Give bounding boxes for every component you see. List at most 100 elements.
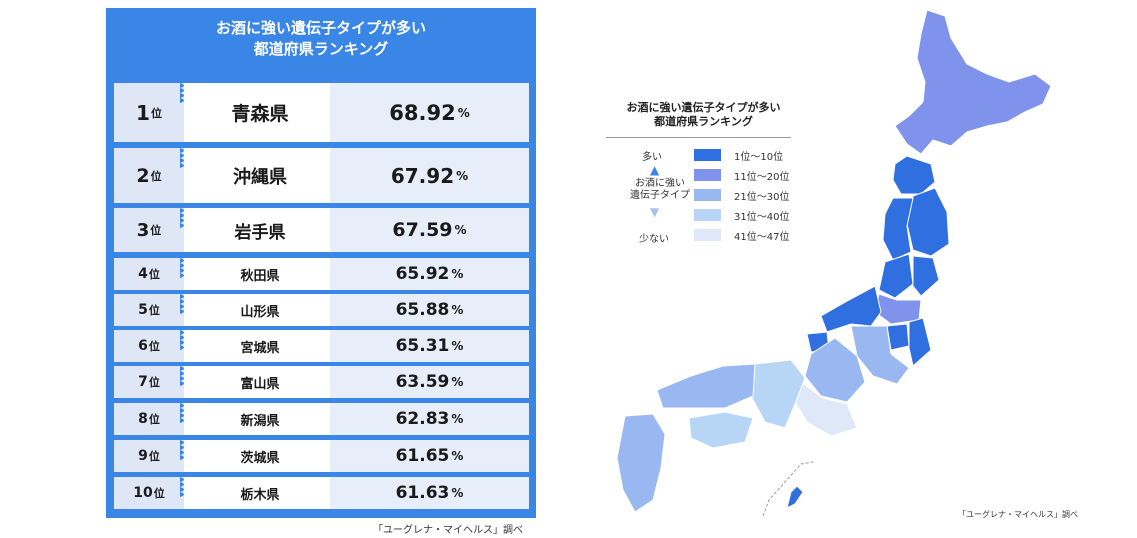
table-row: 7 位 富山県 63.59% <box>114 366 529 398</box>
prefecture-name: 栃木県 <box>240 487 280 503</box>
prefecture-name: 新潟県 <box>240 413 280 429</box>
value-cell: 63.59% <box>330 366 529 398</box>
map-region-kansai <box>750 359 806 429</box>
table-title: お酒に強い遺伝子タイプが多い 都道府県ランキング <box>106 18 536 60</box>
map-region-kanto <box>850 325 910 385</box>
table-source-note: 「ユーグレナ・マイヘルス」調べ <box>373 525 523 536</box>
table-row: 4 位 秋田県 65.92% <box>114 258 529 290</box>
table-row: 5 位 山形県 65.88% <box>114 294 529 326</box>
map-region-shikoku <box>688 411 754 449</box>
percentage-value: 61.65 <box>395 446 450 466</box>
table-row: 2 位 沖縄県 67.92% <box>114 148 529 203</box>
legend-title-line2: 都道府県ランキング <box>654 115 753 128</box>
wave-divider <box>180 83 184 103</box>
map-region-kyushu <box>616 413 666 513</box>
rank-suffix: 位 <box>148 340 160 353</box>
legend-axis-label: お酒に強い 遺伝子タイプ <box>630 178 690 202</box>
rank-suffix: 位 <box>150 169 162 183</box>
percent-sign: % <box>451 375 464 389</box>
percentage-value: 61.63 <box>395 483 450 503</box>
rank-suffix: 位 <box>148 413 160 426</box>
map-region-niigata <box>820 285 882 333</box>
rank-suffix: 位 <box>148 268 160 281</box>
prefecture-name: 岩手県 <box>234 222 286 243</box>
table-row: 10 位 栃木県 61.63% <box>114 477 529 509</box>
prefecture-name: 茨城県 <box>240 450 280 466</box>
prefecture-name: 富山県 <box>240 376 280 392</box>
percent-sign: % <box>451 486 464 500</box>
legend-divider <box>606 137 791 138</box>
rank-number: 10 <box>133 485 153 501</box>
value-cell: 67.59% <box>330 208 529 252</box>
percent-sign: % <box>451 412 464 426</box>
value-cell: 65.31% <box>330 330 529 362</box>
percent-sign: % <box>456 168 469 183</box>
prefecture-name: 秋田県 <box>240 268 280 284</box>
map-legend: お酒に強い遺伝子タイプが多い 都道府県ランキング 多い ▲ お酒に強い 遺伝子タ… <box>606 101 801 245</box>
rank-number: 7 <box>138 374 148 390</box>
percentage-value: 65.88 <box>395 300 450 320</box>
rank-suffix: 位 <box>150 224 162 237</box>
wave-divider <box>180 403 184 423</box>
wave-divider <box>180 366 184 386</box>
rank-number: 3 <box>136 219 150 241</box>
percent-sign: % <box>451 303 464 317</box>
percentage-value: 63.59 <box>395 372 450 392</box>
map-region-okinawa <box>786 485 804 509</box>
map-region-ibaraki <box>908 317 932 367</box>
map-region-chubu <box>804 337 866 403</box>
value-cell: 62.83% <box>330 403 529 435</box>
rank-number: 9 <box>138 448 148 464</box>
legend-label: 1位〜10位 <box>734 152 784 163</box>
legend-label: 31位〜40位 <box>734 212 790 223</box>
map-region-fukushima <box>874 293 922 325</box>
wave-divider <box>180 330 184 350</box>
prefecture-name: 青森県 <box>231 103 289 125</box>
legend-swatch <box>694 229 721 241</box>
percentage-value: 68.92 <box>389 100 456 125</box>
wave-divider <box>180 148 184 168</box>
legend-swatch <box>694 189 721 201</box>
prefecture-name: 宮城県 <box>240 340 280 356</box>
wave-divider <box>180 294 184 314</box>
rank-suffix: 位 <box>148 376 160 389</box>
value-cell: 61.65% <box>330 440 529 472</box>
legend-less-label: 少ない <box>639 234 669 245</box>
rank-suffix: 位 <box>148 304 160 317</box>
rank-suffix: 位 <box>150 106 162 120</box>
rank-number: 6 <box>138 338 148 354</box>
percentage-value: 65.31 <box>395 336 450 356</box>
legend-label: 41位〜47位 <box>734 232 790 243</box>
wave-divider <box>180 477 184 497</box>
map-region-tokai <box>794 381 858 437</box>
legend-label: 11位〜20位 <box>734 172 790 183</box>
japan-map <box>616 9 1052 517</box>
percent-sign: % <box>454 223 467 237</box>
rank-suffix: 位 <box>148 450 160 463</box>
legend-axis-line2: 遺伝子タイプ <box>630 190 690 201</box>
value-cell: 61.63% <box>330 477 529 509</box>
percentage-value: 65.92 <box>395 264 450 284</box>
percent-sign: % <box>451 267 464 281</box>
table-row: 3 位 岩手県 67.59% <box>114 208 529 252</box>
table-row: 6 位 宮城県 65.31% <box>114 330 529 362</box>
percentage-value: 67.59 <box>392 219 453 241</box>
legend-title-line1: お酒に強い遺伝子タイプが多い <box>626 101 781 114</box>
map-region-aomori <box>892 155 936 195</box>
map-region-chugoku <box>656 363 756 409</box>
legend-more-label: 多い <box>642 152 662 163</box>
arrow-up-icon: ▲ <box>650 163 660 177</box>
percent-sign: % <box>457 105 470 120</box>
legend-swatch <box>694 169 721 181</box>
map-source-note: 「ユーグレナ・マイヘルス」調べ <box>958 510 1078 519</box>
rank-number: 2 <box>136 164 150 187</box>
percent-sign: % <box>451 339 464 353</box>
percent-sign: % <box>451 449 464 463</box>
ranking-table: お酒に強い遺伝子タイプが多い 都道府県ランキング 1 位青森県 68.92% 2 位沖縄… <box>106 8 536 518</box>
